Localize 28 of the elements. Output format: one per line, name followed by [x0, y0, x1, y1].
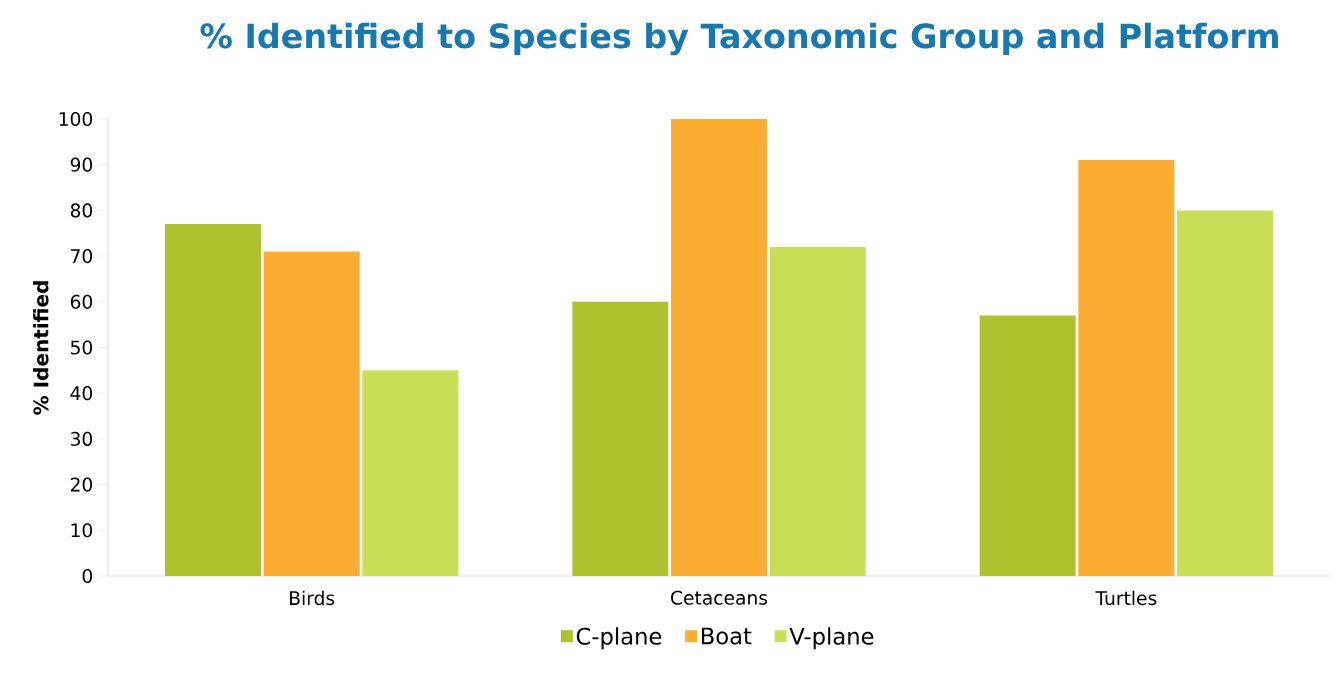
- y-tick-label: 70: [71, 249, 93, 264]
- legend-label: Boat: [701, 627, 752, 645]
- y-tick-label: 10: [71, 523, 93, 538]
- legend-label: V-plane: [789, 627, 874, 650]
- y-axis-title: % Identified: [33, 281, 49, 415]
- legend-label: C-plane: [576, 627, 662, 650]
- y-tick-label: 40: [70, 386, 93, 401]
- y-tick-label: 20: [70, 477, 93, 492]
- y-tick-label: 90: [70, 157, 93, 172]
- y-tick-label: 80: [70, 203, 93, 218]
- y-tick-label: 30: [70, 431, 93, 446]
- y-tick-label: 0: [82, 568, 93, 584]
- chart-title: % Identified to Species by Taxonomic Group and Platform: [200, 22, 1278, 56]
- bar: [1177, 210, 1273, 576]
- x-tick-label: Birds: [290, 590, 335, 606]
- bar: [572, 301, 669, 576]
- x-tick-label: Turtles: [1095, 590, 1157, 606]
- bar: [165, 224, 262, 576]
- bar: [263, 251, 360, 576]
- bar: [1078, 160, 1175, 576]
- y-tick-label: 100: [59, 111, 93, 127]
- y-tick-label: 50: [70, 340, 93, 355]
- bar: [362, 370, 459, 576]
- bar: [769, 246, 866, 576]
- y-tick-label: 60: [70, 294, 93, 309]
- x-tick-label: Cetaceans: [671, 590, 768, 605]
- bar: [671, 118, 768, 576]
- bar: [979, 315, 1076, 576]
